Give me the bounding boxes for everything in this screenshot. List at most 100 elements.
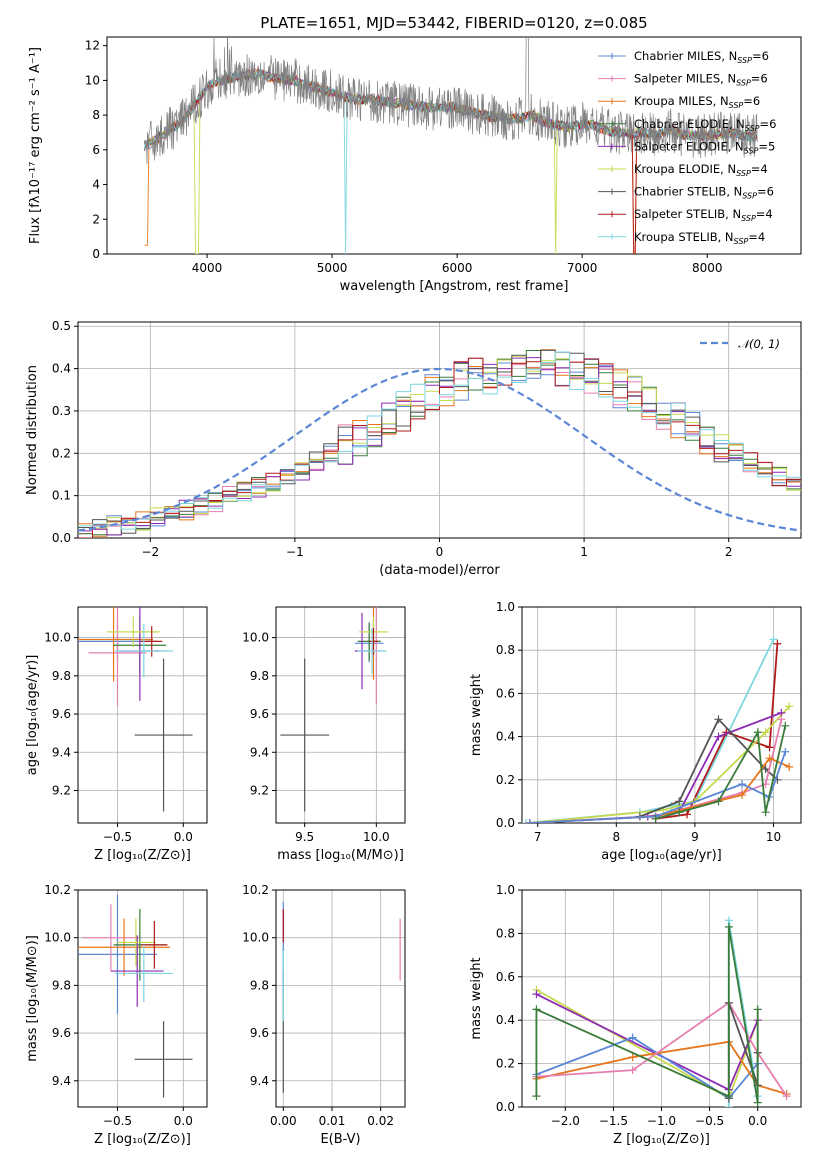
y-tick-label: 2: [92, 212, 100, 226]
axes-frame: [77, 889, 208, 1108]
chart-age-vs-mass: 9.5 10.0 9.2 9.4 9.6 9.8 10.0 mass [log₁₀(M/M⊙)…: [242, 606, 406, 863]
y-tick-label: 0.0: [496, 1100, 515, 1114]
y-tick-label: 10.0: [242, 631, 269, 645]
axes-frame: [521, 889, 802, 1108]
line-plot-area: [522, 635, 794, 823]
x-tick-label: 0.01: [319, 1114, 346, 1128]
x-tick-label: 5000: [317, 261, 348, 275]
y-tick-label: 9.4: [250, 1074, 269, 1088]
y-tick-label: 10.2: [44, 883, 71, 897]
legend-entry-subscript: SSP: [737, 56, 752, 65]
x-tick-label: 0.0: [174, 1114, 193, 1128]
y-tick-label: 0.1: [52, 489, 71, 503]
y-tick-label: 0.0: [496, 816, 515, 830]
normal-reference-curve: [78, 367, 801, 532]
legend-entry-name: Kroupa STELIB, N: [634, 230, 734, 244]
x-tick-label: −2: [141, 545, 159, 559]
y-tick-label: 9.4: [52, 1074, 71, 1088]
series-marker: [628, 1053, 637, 1062]
legend-entry-name: Salpeter ELODIE, N: [634, 139, 744, 153]
series-marker: [525, 819, 534, 823]
chart-massweight-vs-age: 7 8 9 10 0.0 0.2 0.4 0.6 0.8 1.0 age [log₁₀(age/yr…: [469, 600, 802, 863]
y-tick-label: 9.6: [52, 1026, 71, 1040]
series-marker: [675, 797, 684, 806]
x-tick-label: 0.0: [174, 830, 193, 844]
x-tick-label: −0.5: [695, 1114, 724, 1128]
x-tick-label: 0.02: [367, 1114, 394, 1128]
chart-age-vs-z: −0.5 0.0 9.2 9.4 9.6 9.8 10.0 Z [log₁₀(Z/Z⊙)] ag…: [25, 606, 208, 863]
series-marker: [769, 635, 778, 644]
y-tick-label: 0.3: [52, 404, 71, 418]
legend-entry: Kroupa MILES, NSSP=6: [634, 94, 760, 110]
series-marker: [724, 1092, 733, 1101]
chart-mass-vs-ebv: 0.00 0.01 0.02 9.4 9.6 9.8 10.0 10.2 E(B-V): [242, 883, 406, 1147]
x-tick-label: 7000: [567, 261, 598, 275]
legend-entry-name: Chabrier ELODIE, N: [634, 117, 745, 131]
series-marker: [532, 990, 541, 999]
y-tick-label: 1.0: [496, 600, 515, 614]
x-axis-label: Z [log₁₀(Z/Z⊙)]: [94, 1132, 191, 1147]
histogram-series: [78, 351, 801, 530]
axes-frame: [521, 606, 802, 824]
series-marker: [724, 922, 733, 931]
legend-entry-count: =4: [756, 207, 773, 221]
y-tick-label: 0.2: [496, 1057, 515, 1071]
legend-entry-subscript: SSP: [729, 101, 744, 110]
legend-entry-count: =4: [748, 230, 765, 244]
y-tick-label: 0.5: [52, 319, 71, 333]
legend-entry-subscript: SSP: [745, 124, 760, 133]
y-tick-label: 9.8: [250, 978, 269, 992]
histogram-plot-area: [78, 349, 801, 538]
legend-entry: Kroupa STELIB, NSSP=4: [634, 230, 765, 246]
y-axis-label: age [log₁₀(age/yr)]: [25, 655, 40, 776]
chart-mass-vs-z: −0.5 0.0 9.4 9.6 9.8 10.0 10.2 Z [log₁₀(Z/Z⊙)] m…: [25, 883, 208, 1147]
legend-entry: 𝒩(0, 1): [738, 337, 780, 351]
legend-entry-subscript: SSP: [742, 192, 757, 201]
y-tick-label: 9.2: [250, 784, 269, 798]
chart-residuals: −2 −1 0 1 2 0.0 0.1 0.2 0.3 0.4 0.5 (data-model)/er…: [25, 319, 802, 578]
legend-entry-count: =5: [758, 139, 775, 153]
series-line: [655, 725, 787, 820]
x-tick-label: −0.5: [103, 830, 132, 844]
y-tick-label: 0.2: [496, 773, 515, 787]
series-marker: [628, 1033, 637, 1042]
spectrum-plot-area: [144, 37, 758, 254]
axes-frame: [275, 606, 406, 824]
series-marker: [738, 790, 747, 799]
legend-entry-subscript: SSP: [734, 237, 749, 246]
legend-entry-subscript: SSP: [744, 146, 759, 155]
errorbar-plot-area: [78, 607, 193, 812]
y-tick-label: 10.2: [242, 883, 269, 897]
x-tick-label: 10: [766, 830, 781, 844]
errorbar-plot-area: [282, 901, 401, 1093]
legend-entry-name: Kroupa MILES, N: [634, 94, 729, 108]
legend-entry-subscript: SSP: [736, 79, 751, 88]
y-tick-label: 12: [85, 39, 100, 53]
x-axis-label: wavelength [Angstrom, rest frame]: [340, 279, 569, 294]
y-axis-label: Flux [fλ10⁻¹⁷ erg cm⁻² s⁻¹ A⁻¹]: [28, 47, 43, 244]
x-tick-label: −1.5: [599, 1114, 628, 1128]
x-axis-label: Z [log₁₀(Z/Z⊙)]: [94, 848, 191, 863]
y-tick-label: 0: [92, 247, 100, 261]
y-tick-label: 0.4: [496, 1013, 515, 1027]
legend: 𝒩(0, 1): [700, 337, 780, 351]
x-tick-label: 6000: [442, 261, 473, 275]
y-tick-label: 9.6: [52, 707, 71, 721]
series-marker: [753, 728, 762, 737]
histogram-series: [78, 350, 801, 536]
series-marker: [753, 1005, 762, 1014]
legend-entry: Chabrier ELODIE, NSSP=6: [634, 117, 776, 133]
y-tick-label: 10.0: [242, 931, 269, 945]
series-marker: [753, 1098, 762, 1107]
y-tick-label: 4: [92, 178, 100, 192]
x-tick-label: 10.0: [363, 830, 390, 844]
x-axis-label: age [log₁₀(age/yr)]: [601, 848, 722, 863]
x-tick-label: 9.5: [295, 830, 314, 844]
x-tick-label: 7: [534, 830, 542, 844]
y-axis-label: mass [log₁₀(M/M⊙)]: [25, 935, 40, 1062]
series-marker: [532, 1005, 541, 1014]
x-axis-label: (data-model)/error: [379, 563, 500, 578]
axes-frame: [77, 606, 208, 824]
